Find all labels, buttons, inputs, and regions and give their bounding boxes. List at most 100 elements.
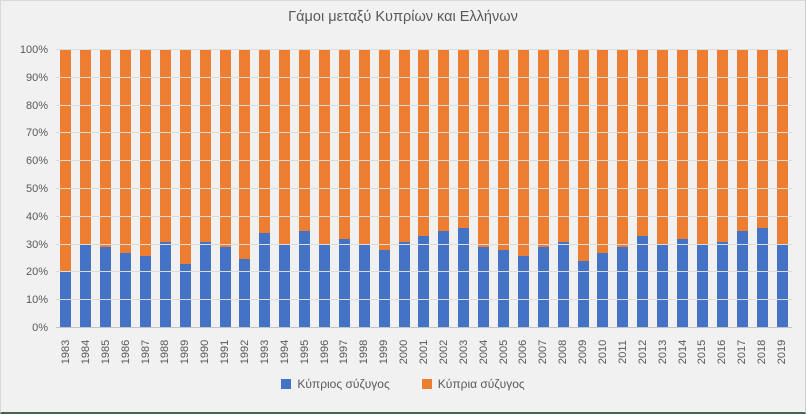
- x-axis-tick: 1994: [275, 332, 295, 372]
- x-axis-tick: 2015: [693, 332, 713, 372]
- x-axis-tick: 2013: [653, 332, 673, 372]
- bar-segment: [478, 50, 490, 248]
- bar-segment: [338, 50, 350, 240]
- bar-column: [175, 50, 195, 328]
- bar-column: [454, 50, 474, 328]
- bar-column: [613, 50, 633, 328]
- bar-segment: [60, 50, 72, 273]
- bar-segment: [677, 239, 689, 328]
- y-axis-tick-label: 100%: [19, 44, 48, 56]
- bar-column: [553, 50, 573, 328]
- x-axis-tick-label: 2012: [636, 339, 649, 365]
- bar-column: [195, 50, 215, 328]
- bar-segment: [239, 258, 251, 328]
- bar-segment: [438, 230, 450, 328]
- x-axis-tick: 1995: [295, 332, 315, 372]
- x-axis-tick: 2004: [474, 332, 494, 372]
- bar-segment: [458, 227, 470, 328]
- x-axis-tick-label: 2015: [696, 339, 709, 365]
- bar-segment: [696, 244, 708, 328]
- x-axis-tick: 1997: [334, 332, 354, 372]
- bar-column: [573, 50, 593, 328]
- bar-column: [414, 50, 434, 328]
- x-axis-tick: 2007: [533, 332, 553, 372]
- x-axis-tick: 2011: [613, 332, 633, 372]
- bar-segment: [358, 244, 370, 328]
- bar-column: [653, 50, 673, 328]
- y-axis-tick-label: 90%: [25, 71, 48, 84]
- bar-column: [374, 50, 394, 328]
- bar-column: [255, 50, 275, 328]
- bar-segment: [537, 247, 549, 328]
- bar-segment: [338, 239, 350, 328]
- x-axis-tick-label: 1999: [378, 339, 391, 365]
- bar-segment: [458, 50, 470, 228]
- bar-segment: [259, 233, 271, 328]
- bar-column: [275, 50, 295, 328]
- bar-segment: [776, 50, 788, 245]
- x-axis-tick-label: 1998: [358, 339, 371, 365]
- gridline: [56, 215, 792, 217]
- bar-column: [96, 50, 116, 328]
- x-axis-tick: 1990: [195, 332, 215, 372]
- x-axis-tick-label: 1995: [298, 339, 311, 365]
- x-axis-tick: 1984: [76, 332, 96, 372]
- bar-column: [712, 50, 732, 328]
- bar-column: [633, 50, 653, 328]
- plot-area: [56, 49, 792, 328]
- gridline: [56, 160, 792, 162]
- x-axis-tick: 2002: [434, 332, 454, 372]
- bar-segment: [657, 244, 669, 328]
- x-axis-tick-label: 2018: [756, 339, 769, 365]
- bar-segment: [199, 241, 211, 328]
- x-axis-tick: 1989: [175, 332, 195, 372]
- bar-segment: [418, 50, 430, 237]
- gridline: [56, 76, 792, 78]
- x-axis-tick: 1985: [96, 332, 116, 372]
- bar-segment: [696, 50, 708, 245]
- x-axis: 1983 1984 1985 1986 1987 1988 1989 1990 1991 1992…: [56, 332, 792, 372]
- x-axis-tick: 1999: [374, 332, 394, 372]
- bar-segment: [756, 50, 768, 228]
- bar-segment: [219, 247, 231, 328]
- bar-segment: [358, 50, 370, 245]
- x-axis-tick: 2019: [772, 332, 792, 372]
- bar-segment: [239, 50, 251, 259]
- x-axis-tick: 2005: [494, 332, 514, 372]
- bar-segment: [716, 241, 728, 328]
- bar-segment: [120, 50, 132, 253]
- x-axis-tick-label: 1990: [199, 339, 212, 365]
- x-axis-tick: 2006: [513, 332, 533, 372]
- bar-segment: [736, 50, 748, 231]
- bar-segment: [80, 50, 92, 245]
- bar-segment: [179, 50, 191, 265]
- bar-segment: [299, 50, 311, 231]
- bar-column: [772, 50, 792, 328]
- x-axis-tick: 1991: [215, 332, 235, 372]
- bar-segment: [259, 50, 271, 234]
- legend-label-cypriot-wife: Κύπρια σύζυγος: [437, 377, 525, 391]
- bar-segment: [637, 236, 649, 328]
- bar-segment: [319, 50, 331, 245]
- gridline: [56, 104, 792, 106]
- legend-item-cypriot-wife: Κύπρια σύζυγος: [421, 377, 525, 391]
- x-axis-tick: 2010: [593, 332, 613, 372]
- y-axis: 0% 10% 20% 30% 40% 50% 60% 70% 80% 90% 100%: [1, 44, 48, 334]
- x-axis-tick: 1998: [354, 332, 374, 372]
- x-axis-tick-label: 2013: [656, 339, 669, 365]
- bar-segment: [537, 50, 549, 248]
- bar-segment: [597, 252, 609, 328]
- bar-column: [334, 50, 354, 328]
- bar-column: [354, 50, 374, 328]
- bar-segment: [279, 244, 291, 328]
- bar-segment: [637, 50, 649, 237]
- bar-column: [215, 50, 235, 328]
- bar-column: [693, 50, 713, 328]
- bar-column: [394, 50, 414, 328]
- x-axis-tick-label: 2006: [517, 339, 530, 365]
- bar-segment: [517, 50, 529, 256]
- x-axis-tick: 1986: [116, 332, 136, 372]
- x-axis-tick: 2001: [414, 332, 434, 372]
- x-axis-tick-label: 2009: [577, 339, 590, 365]
- x-axis-tick: 1988: [155, 332, 175, 372]
